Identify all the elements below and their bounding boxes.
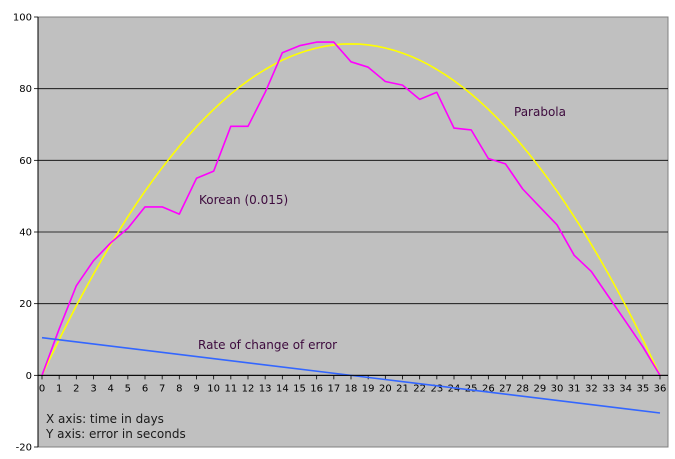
x-tick-label: 5 xyxy=(125,383,131,394)
x-tick-label: 6 xyxy=(142,383,148,394)
x-tick-label: 22 xyxy=(413,383,426,394)
x-tick-label: 21 xyxy=(396,383,409,394)
x-axis-note: X axis: time in days xyxy=(46,412,164,426)
x-tick-label: 24 xyxy=(448,383,461,394)
x-tick-label: 15 xyxy=(293,383,306,394)
x-tick-label: 16 xyxy=(310,383,323,394)
axes xyxy=(37,17,668,447)
x-tick-label: 10 xyxy=(207,383,220,394)
x-tick-label: 12 xyxy=(242,383,255,394)
x-tick-label: 34 xyxy=(619,383,632,394)
series-line-parabola xyxy=(41,43,661,376)
x-tick-label: 11 xyxy=(224,383,237,394)
x-tick-label: 9 xyxy=(193,383,199,394)
x-tick-label: 29 xyxy=(533,383,546,394)
x-tick-label: 32 xyxy=(585,383,598,394)
y-tick-label: 100 xyxy=(13,13,32,24)
x-tick-label: 25 xyxy=(465,383,478,394)
x-tick-label: 0 xyxy=(39,383,45,394)
x-tick-label: 7 xyxy=(159,383,165,394)
x-tick-label: 33 xyxy=(602,383,615,394)
parabola-label: Parabola xyxy=(514,105,566,119)
x-tick-label: 30 xyxy=(551,383,564,394)
x-tick-label: 31 xyxy=(568,383,581,394)
x-tick-label: 19 xyxy=(362,383,375,394)
y-tick-label: 20 xyxy=(19,299,32,310)
y-axis-ticks: -20 0 20 40 60 80 100 xyxy=(13,13,38,454)
korean-label: Korean (0.015) xyxy=(199,193,288,207)
x-tick-label: 17 xyxy=(327,383,340,394)
y-tick-label: 40 xyxy=(19,228,32,239)
y-axis-note: Y axis: error in seconds xyxy=(45,427,186,441)
rate-of-change-label: Rate of change of error xyxy=(198,338,337,352)
y-tick-label: 0 xyxy=(26,371,32,382)
x-tick-label: 18 xyxy=(345,383,358,394)
x-tick-label: 36 xyxy=(654,383,667,394)
x-tick-label: 14 xyxy=(276,383,289,394)
x-tick-label: 27 xyxy=(499,383,512,394)
x-axis-ticks: 0 1 2 3 4 5 6 7 8 9 10 11 12 13 14 15 16 17 18 19 20 21 22 23 24… xyxy=(39,375,667,394)
x-tick-label: 13 xyxy=(259,383,272,394)
x-tick-label: 23 xyxy=(430,383,443,394)
y-tick-label: 80 xyxy=(19,84,32,95)
x-tick-label: 3 xyxy=(90,383,96,394)
x-tick-label: 8 xyxy=(176,383,182,394)
x-tick-label: 28 xyxy=(516,383,529,394)
x-tick-label: 4 xyxy=(107,383,113,394)
y-tick-label: -20 xyxy=(16,443,32,454)
x-tick-label: 1 xyxy=(56,383,62,394)
x-tick-label: 35 xyxy=(636,383,649,394)
y-tick-label: 60 xyxy=(19,156,32,167)
x-tick-label: 20 xyxy=(379,383,392,394)
x-tick-label: 2 xyxy=(73,383,79,394)
x-tick-label: 26 xyxy=(482,383,495,394)
series-line-korean-0-015 xyxy=(41,41,661,376)
